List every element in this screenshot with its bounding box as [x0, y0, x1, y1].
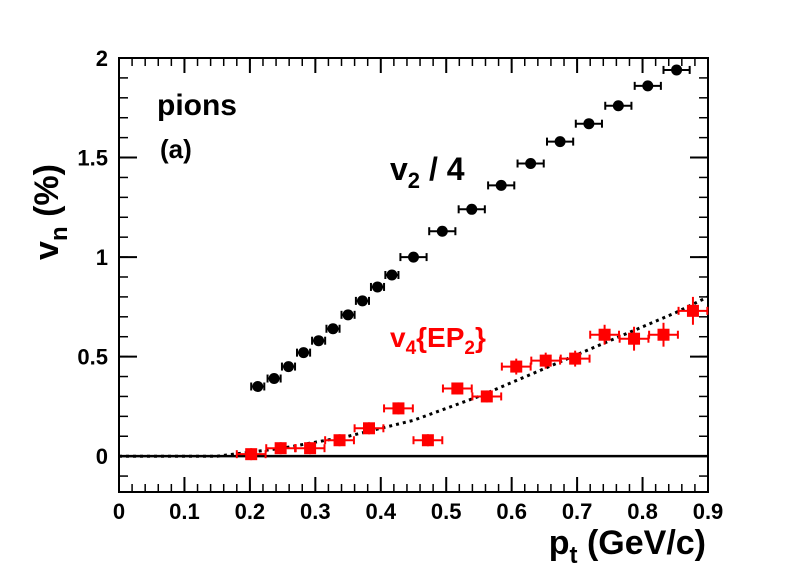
v2-label-sub: 2: [408, 168, 420, 193]
data-point: [252, 380, 264, 392]
v2-series-label: v2 / 4: [390, 151, 465, 193]
data-point: [356, 295, 368, 307]
species-label: pions: [157, 89, 237, 122]
y-axis-title-sub: n: [46, 226, 73, 241]
data-point: [612, 100, 624, 112]
data-point: [598, 328, 611, 341]
data-point: [392, 402, 405, 415]
data-point: [495, 179, 507, 191]
x-axis-title-main: p: [549, 524, 570, 562]
data-point: [628, 332, 641, 345]
x-tick-label: 0.4: [365, 499, 396, 524]
data-point: [245, 448, 258, 461]
data-point: [554, 136, 566, 148]
data-point: [333, 434, 346, 447]
x-axis-title: pt (GeV/c): [549, 524, 706, 569]
fit-curve: [119, 295, 709, 458]
x-axis-title-rest: (GeV/c): [578, 524, 706, 562]
data-point: [283, 361, 295, 373]
data-point: [342, 309, 354, 321]
v4-label-sub: 4: [406, 338, 417, 359]
data-point: [386, 269, 398, 281]
y-tick-label: 2: [96, 46, 108, 71]
v4-series: [235, 296, 709, 461]
panel-label: (a): [160, 134, 192, 164]
v4-label-rest2: }: [475, 322, 486, 353]
y-axis-title-main: v: [28, 241, 66, 260]
x-axis-title-sub: t: [570, 542, 578, 569]
x-tick-label: 0.2: [235, 499, 266, 524]
svg-text:vn (%): vn (%): [28, 164, 73, 260]
data-point: [436, 225, 448, 237]
x-tick-label: 0.1: [169, 499, 200, 524]
data-point: [466, 203, 478, 215]
data-point: [451, 382, 464, 395]
x-tick-label: 0.7: [562, 499, 593, 524]
data-point: [372, 281, 384, 293]
data-point: [480, 390, 493, 403]
y-axis-title: vn (%): [28, 164, 73, 260]
data-point: [268, 373, 280, 385]
data-point: [642, 80, 654, 92]
data-point: [510, 360, 523, 373]
data-point: [421, 434, 434, 447]
x-tick-label: 0.6: [496, 499, 527, 524]
x-tick-label: 0: [113, 499, 125, 524]
data-point: [569, 352, 582, 365]
plot-area: 0 0.1 0.2 0.3 0.4 0.5 0.6 0.7 0.8 0.9 0 0.5 1 1.5 2: [77, 46, 723, 524]
data-point: [313, 335, 325, 347]
data-point: [583, 118, 595, 130]
y-tick-label: 0.5: [77, 345, 108, 370]
x-tick-label: 0.3: [300, 499, 331, 524]
v2-label-main: v: [390, 151, 408, 187]
v4-label-rest1: {EP: [416, 322, 464, 353]
data-point: [304, 442, 317, 455]
data-point: [539, 354, 552, 367]
plot-frame: [118, 57, 709, 493]
data-point: [657, 328, 670, 341]
x-tick-label: 0.9: [693, 499, 724, 524]
x-tick-label: 0.5: [431, 499, 462, 524]
data-point: [686, 304, 699, 317]
v2-series: [250, 64, 691, 392]
v4-label-main: v: [390, 322, 406, 353]
y-axis-title-rest: (%): [28, 164, 66, 226]
data-point: [298, 347, 310, 359]
data-point: [408, 251, 419, 263]
v2-label-rest: / 4: [420, 151, 465, 187]
data-point: [525, 158, 537, 170]
data-point: [327, 323, 339, 335]
data-point: [362, 422, 375, 435]
v4-series-label: v4{EP2}: [390, 322, 486, 359]
x-tick-label: 0.8: [627, 499, 658, 524]
v4-label-sub2: 2: [464, 338, 475, 359]
data-point: [274, 442, 287, 455]
data-point: [671, 64, 683, 76]
svg-text:pt (GeV/c): pt (GeV/c): [549, 524, 706, 569]
y-tick-label: 1.5: [77, 146, 108, 171]
y-tick-label: 0: [96, 444, 108, 469]
y-tick-label: 1: [96, 245, 108, 270]
